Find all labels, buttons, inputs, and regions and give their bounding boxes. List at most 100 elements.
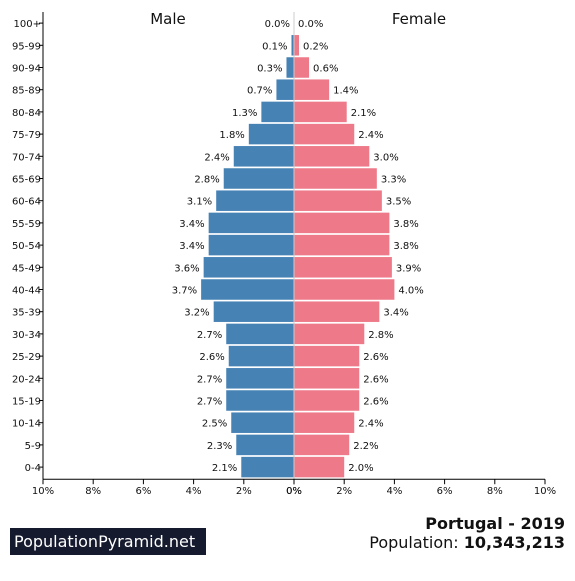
male-value-label: 3.6%: [174, 263, 199, 274]
bars-group: 0.0% 0.0% 0.1% 0.2% 0.3% 0.6% 0.7% 1.4% 1.3% 2.1%…: [172, 19, 424, 478]
male-value-label: 3.1%: [187, 197, 212, 208]
male-bar-85-89: [276, 79, 294, 100]
age-label-40-44: 40-44: [12, 286, 41, 297]
male-value-label: 1.8%: [219, 130, 244, 141]
age-label-70-74: 70-74: [12, 152, 41, 163]
male-value-label: 2.3%: [207, 441, 232, 452]
age-label-55-59: 55-59: [12, 219, 41, 230]
male-value-label: 2.7%: [197, 374, 222, 385]
male-value-label: 3.7%: [172, 286, 197, 297]
x-tick-label: 0%: [286, 486, 302, 497]
male-value-label: 3.2%: [184, 308, 209, 319]
male-value-label: 1.3%: [232, 108, 257, 119]
female-value-label: 3.0%: [373, 152, 398, 163]
female-value-label: 2.4%: [358, 419, 383, 430]
age-label-75-79: 75-79: [12, 130, 41, 141]
female-value-label: 3.8%: [393, 219, 418, 230]
female-bar-80-84: [294, 101, 347, 123]
age-label-45-49: 45-49: [12, 263, 41, 274]
x-tick-label: 0%: [286, 486, 302, 497]
female-bar-20-24: [294, 368, 360, 389]
male-value-label: 2.6%: [199, 352, 224, 363]
x-tick-label: 10%: [534, 486, 556, 497]
female-bar-75-79: [294, 123, 355, 145]
male-bar-50-54: [208, 234, 294, 256]
female-bar-85-89: [294, 79, 330, 100]
male-value-label: 2.7%: [197, 397, 222, 408]
female-bar-35-39: [294, 301, 380, 322]
female-bar-90-94: [294, 57, 310, 78]
age-label-25-29: 25-29: [12, 352, 41, 363]
male-value-label: 0.0%: [265, 19, 290, 30]
male-bar-0-4: [241, 456, 294, 478]
male-bar-5-9: [236, 434, 294, 456]
female-bar-40-44: [294, 279, 395, 300]
female-value-label: 2.4%: [358, 130, 383, 141]
x-tick-label: 4%: [186, 486, 202, 497]
male-bar-15-19: [226, 390, 294, 411]
x-tick-label: 10%: [32, 486, 54, 497]
age-label-5-9: 5-9: [25, 441, 41, 452]
male-bar-80-84: [261, 101, 294, 123]
population-label: Population:: [369, 533, 459, 552]
male-bar-45-49: [203, 257, 294, 278]
x-tick-label: 6%: [135, 486, 151, 497]
female-bar-30-34: [294, 323, 365, 345]
male-bar-55-59: [208, 212, 294, 234]
female-value-label: 2.6%: [363, 352, 388, 363]
male-bar-75-79: [248, 123, 294, 145]
x-tick-label: 8%: [487, 486, 503, 497]
male-bar-95-99: [291, 35, 294, 56]
population-pyramid-chart: Male Female 0.0% 0.0% 0.1% 0.2% 0.3% 0.6% 0.7%…: [12, 10, 556, 497]
age-label-60-64: 60-64: [12, 197, 41, 208]
male-bar-10-14: [231, 412, 294, 433]
age-label-15-19: 15-19: [12, 397, 41, 408]
male-bar-90-94: [286, 57, 294, 78]
female-value-label: 0.2%: [303, 41, 328, 52]
female-value-label: 3.4%: [383, 308, 408, 319]
male-header: Male: [150, 10, 186, 28]
male-bar-40-44: [201, 279, 294, 300]
male-value-label: 2.8%: [194, 175, 219, 186]
male-value-label: 3.4%: [179, 219, 204, 230]
male-value-label: 2.5%: [202, 419, 227, 430]
male-bar-65-69: [223, 168, 294, 189]
age-label-0-4: 0-4: [25, 463, 41, 474]
female-bar-45-49: [294, 257, 392, 278]
female-value-label: 2.6%: [363, 374, 388, 385]
age-label-80-84: 80-84: [12, 108, 41, 119]
age-label-65-69: 65-69: [12, 175, 41, 186]
male-value-label: 2.7%: [197, 330, 222, 341]
male-bar-70-74: [233, 146, 294, 167]
age-label-95-99: 95-99: [12, 41, 41, 52]
female-value-label: 2.0%: [348, 463, 373, 474]
female-value-label: 3.5%: [386, 197, 411, 208]
female-bar-65-69: [294, 168, 377, 189]
female-bar-5-9: [294, 434, 350, 456]
x-tick-label: 2%: [236, 486, 252, 497]
age-label-85-89: 85-89: [12, 86, 41, 97]
age-label-100plus: 100+: [14, 19, 41, 30]
male-value-label: 2.1%: [212, 463, 237, 474]
female-value-label: 3.9%: [396, 263, 421, 274]
male-bar-20-24: [226, 368, 294, 389]
male-value-label: 0.3%: [257, 64, 282, 75]
female-value-label: 2.2%: [353, 441, 378, 452]
male-bar-25-29: [228, 345, 294, 367]
female-value-label: 3.8%: [393, 241, 418, 252]
male-bar-60-64: [216, 190, 294, 211]
male-value-label: 0.1%: [262, 41, 287, 52]
female-header: Female: [392, 10, 446, 28]
age-label-90-94: 90-94: [12, 64, 41, 75]
axes-group: 100+ 95-99 90-94 85-89 80-84 75-79 70-74 65-69 6…: [12, 12, 556, 497]
male-value-label: 3.4%: [179, 241, 204, 252]
male-value-label: 0.7%: [247, 86, 272, 97]
female-value-label: 0.6%: [313, 64, 338, 75]
x-tick-label: 8%: [85, 486, 101, 497]
female-bar-95-99: [294, 35, 300, 56]
female-bar-60-64: [294, 190, 382, 211]
brand-badge[interactable]: PopulationPyramid.net: [10, 528, 206, 555]
female-bar-70-74: [294, 146, 370, 167]
female-value-label: 1.4%: [333, 86, 358, 97]
female-value-label: 0.0%: [298, 19, 323, 30]
